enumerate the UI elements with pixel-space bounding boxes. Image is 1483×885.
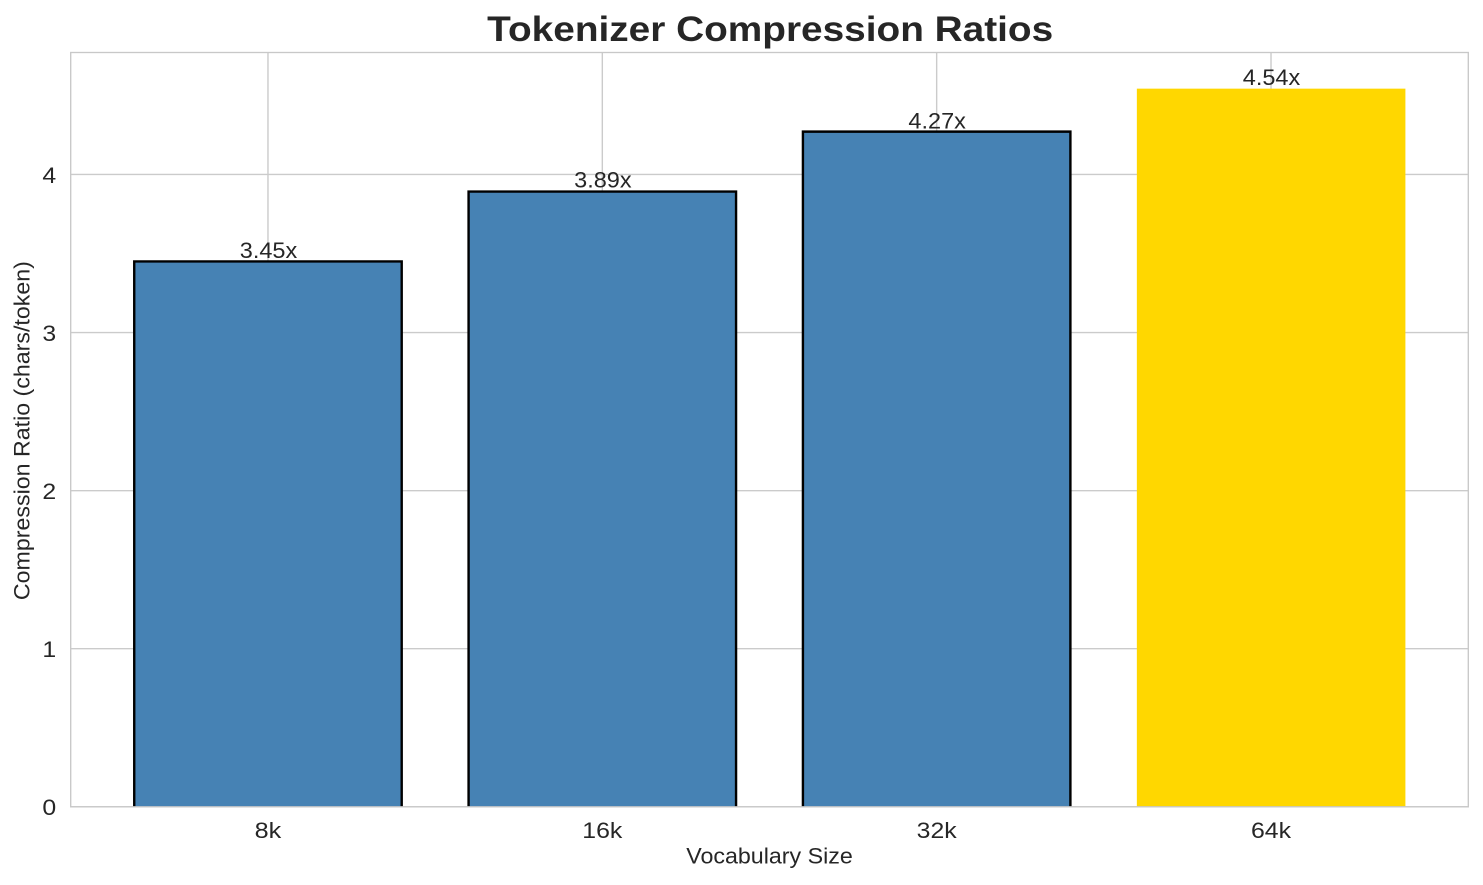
svg-text:Vocabulary Size: Vocabulary Size — [686, 844, 853, 869]
svg-text:8k: 8k — [255, 818, 283, 843]
svg-text:64k: 64k — [1251, 818, 1292, 843]
svg-text:32k: 32k — [917, 818, 958, 843]
svg-text:Compression Ratio (chars/token: Compression Ratio (chars/token) — [10, 261, 35, 600]
svg-text:0: 0 — [42, 795, 56, 820]
svg-text:3.89x: 3.89x — [574, 168, 632, 193]
svg-text:3: 3 — [42, 321, 56, 346]
svg-text:2: 2 — [42, 479, 56, 504]
svg-text:16k: 16k — [582, 818, 623, 843]
svg-text:4: 4 — [42, 163, 56, 188]
svg-text:4.54x: 4.54x — [1243, 65, 1301, 90]
svg-text:3.45x: 3.45x — [240, 238, 298, 263]
svg-text:Tokenizer Compression Ratios: Tokenizer Compression Ratios — [487, 9, 1053, 49]
svg-text:4.27x: 4.27x — [908, 109, 966, 134]
svg-text:1: 1 — [42, 637, 56, 662]
